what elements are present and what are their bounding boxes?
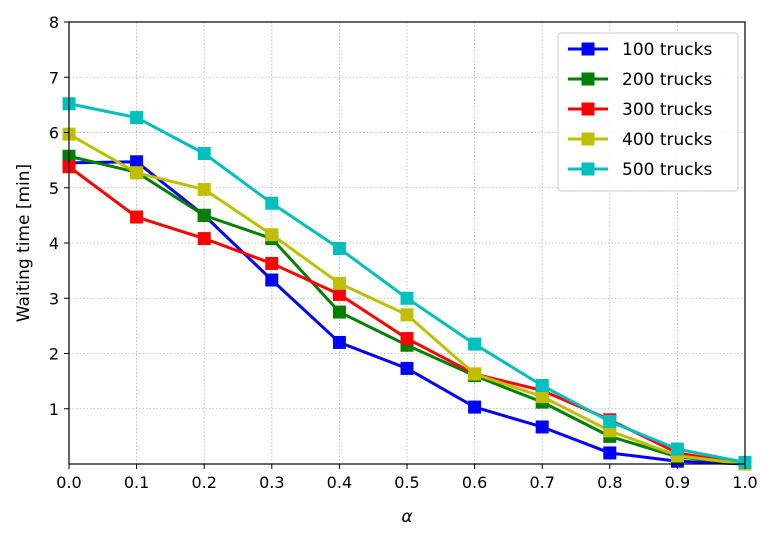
data-point bbox=[197, 208, 211, 222]
legend-box bbox=[557, 32, 739, 192]
x-tick-label: 0.0 bbox=[56, 473, 81, 492]
data-point bbox=[265, 256, 279, 270]
data-point bbox=[468, 337, 482, 351]
data-point bbox=[468, 367, 482, 381]
data-point bbox=[332, 335, 346, 349]
data-point bbox=[265, 273, 279, 287]
legend-label: 300 trucks bbox=[622, 100, 712, 120]
x-tick-label: 0.2 bbox=[191, 473, 216, 492]
x-tick-label: 0.5 bbox=[394, 473, 419, 492]
series-500-trucks bbox=[62, 97, 752, 469]
x-tick-label: 0.3 bbox=[259, 473, 284, 492]
data-point bbox=[400, 291, 414, 305]
data-point bbox=[332, 242, 346, 256]
legend-label: 400 trucks bbox=[622, 130, 712, 150]
x-tick-label: 0.6 bbox=[462, 473, 487, 492]
data-point bbox=[400, 332, 414, 346]
legend-marker bbox=[581, 42, 595, 56]
legend-entry: 400 trucks bbox=[568, 130, 712, 150]
data-point bbox=[670, 442, 684, 456]
data-point bbox=[535, 390, 549, 404]
x-tick-label: 0.4 bbox=[327, 473, 352, 492]
data-point bbox=[130, 111, 144, 125]
data-point bbox=[468, 400, 482, 414]
series-400-trucks bbox=[62, 127, 752, 471]
data-point bbox=[535, 420, 549, 434]
legend-marker bbox=[581, 162, 595, 176]
legend-entry: 200 trucks bbox=[568, 70, 712, 90]
y-tick-label: 7 bbox=[49, 68, 59, 87]
data-point bbox=[400, 308, 414, 322]
y-tick-label: 5 bbox=[49, 179, 59, 198]
legend-entry: 300 trucks bbox=[568, 100, 712, 120]
y-tick-label: 1 bbox=[49, 400, 59, 419]
x-tick-label: 0.1 bbox=[124, 473, 149, 492]
data-point bbox=[603, 446, 617, 460]
legend-label: 100 trucks bbox=[622, 40, 712, 60]
legend-label: 200 trucks bbox=[622, 70, 712, 90]
data-point bbox=[130, 155, 144, 169]
series-layer bbox=[62, 97, 752, 471]
data-point bbox=[332, 287, 346, 301]
data-point bbox=[265, 228, 279, 242]
y-tick-label: 3 bbox=[49, 289, 59, 308]
data-point bbox=[197, 232, 211, 246]
y-tick-label: 4 bbox=[49, 234, 59, 253]
data-point bbox=[265, 196, 279, 210]
legend-entry: 100 trucks bbox=[568, 40, 712, 60]
data-point bbox=[332, 305, 346, 319]
x-tick-label: 0.7 bbox=[529, 473, 554, 492]
x-tick-label: 0.9 bbox=[665, 473, 690, 492]
ticks: 0.0 0.1 0.2 0.3 0.4 0.5 0.6 0.7 0.8 0.9 1.0 1 2 3 4 5 6 7… bbox=[49, 13, 758, 492]
x-axis-label: α bbox=[401, 507, 412, 527]
y-tick-label: 2 bbox=[49, 345, 59, 364]
legend-marker bbox=[581, 72, 595, 86]
data-point bbox=[535, 379, 549, 393]
legend-label: 500 trucks bbox=[622, 160, 712, 180]
y-axis-label: Waiting time [min] bbox=[14, 164, 34, 322]
legend: 100 trucks 200 trucks 300 trucks 400 trucks… bbox=[557, 32, 739, 192]
x-tick-label: 0.8 bbox=[597, 473, 622, 492]
legend-marker bbox=[581, 132, 595, 146]
y-tick-label: 6 bbox=[49, 124, 59, 143]
data-point bbox=[332, 276, 346, 290]
data-point bbox=[130, 166, 144, 180]
x-tick-label: 1.0 bbox=[732, 473, 757, 492]
data-point bbox=[197, 182, 211, 196]
data-point bbox=[130, 210, 144, 224]
y-tick-label: 8 bbox=[49, 13, 59, 32]
data-point bbox=[603, 414, 617, 428]
legend-marker bbox=[581, 102, 595, 116]
data-point bbox=[400, 361, 414, 375]
data-point bbox=[197, 146, 211, 160]
legend-entry: 500 trucks bbox=[568, 160, 712, 180]
